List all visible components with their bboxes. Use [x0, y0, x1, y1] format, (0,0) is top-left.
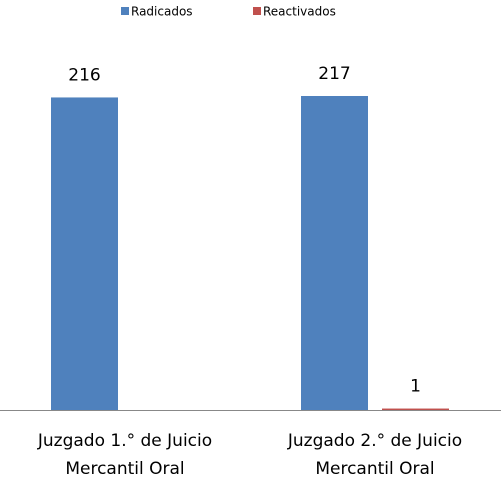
bar: [382, 408, 449, 410]
legend-label: Radicados: [131, 5, 193, 19]
legend-swatch: [253, 7, 261, 15]
legend-label: Reactivados: [263, 5, 336, 19]
x-tick-label: Juzgado 1.° de Juicio Mercantil Oral: [37, 431, 213, 479]
bar: [301, 96, 368, 410]
legend-swatch: [121, 7, 129, 15]
data-label: 1: [410, 377, 421, 397]
bar: [51, 97, 118, 410]
data-label: 217: [318, 64, 350, 84]
x-tick-label: Juzgado 2.° de Juicio Mercantil Oral: [287, 431, 463, 479]
data-label: 216: [68, 65, 100, 85]
